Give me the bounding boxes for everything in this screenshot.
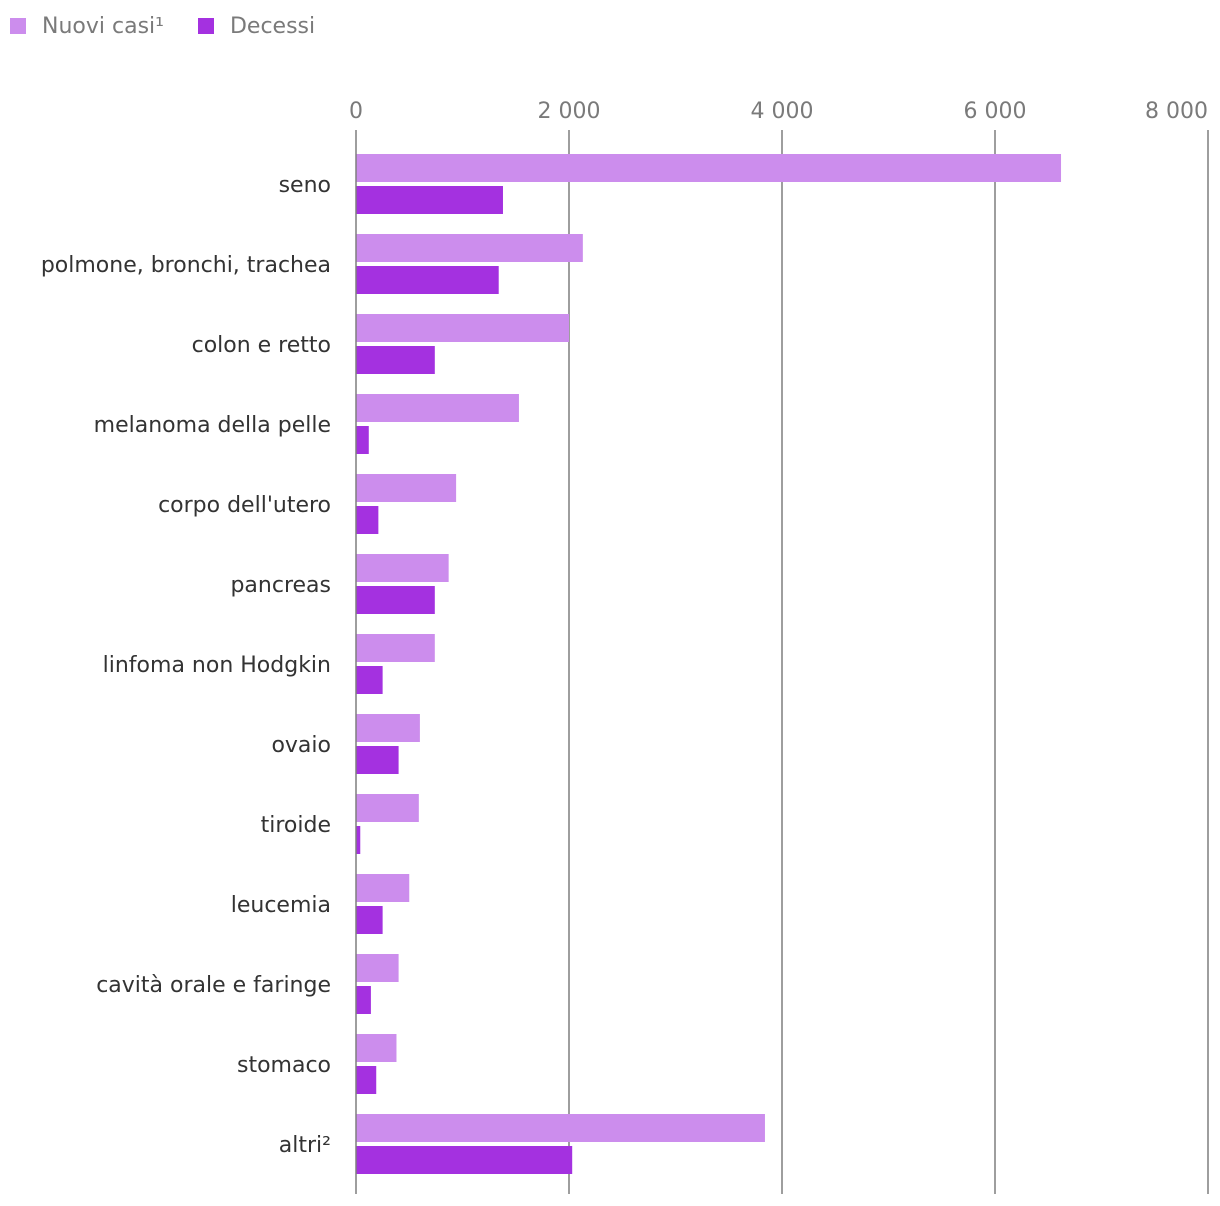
category-label-pancreas: pancreas [230,573,331,598]
legend-swatch-decessi [197,18,214,34]
legend-label-nuovi-casi: Nuovi casi¹ [42,13,164,39]
legend: Nuovi casi¹ Decessi [10,10,349,42]
bar-nuovi-casi-polmone-bronchi-trachea[interactable] [356,234,583,262]
category-label-stomaco: stomaco [237,1053,331,1078]
bar-nuovi-casi-colon-e-retto[interactable] [356,314,569,342]
bar-decessi-polmone-bronchi-trachea[interactable] [356,266,499,294]
legend-item-nuovi-casi[interactable]: Nuovi casi¹ [10,14,164,39]
category-label-colon-e-retto: colon e retto [192,333,331,358]
bar-decessi-tiroide[interactable] [356,826,361,854]
bar-decessi-altri[interactable] [356,1146,573,1174]
category-label-cavita-orale-e-faringe: cavità orale e faringe [96,973,331,998]
bar-decessi-ovaio[interactable] [356,746,399,774]
category-labels: seno polmone, bronchi, trachea colon e ret… [41,173,331,1158]
category-label-ovaio: ovaio [271,733,331,758]
bar-decessi-corpo-dell-utero[interactable] [356,506,379,534]
tick-label-0: 0 [349,99,363,124]
bar-nuovi-casi-linfoma-non-hodgkin[interactable] [356,634,435,662]
tick-label-2000: 2 000 [538,99,601,124]
legend-item-decessi[interactable]: Decessi [197,13,316,39]
bar-decessi-melanoma-della-pelle[interactable] [356,426,369,454]
category-label-seno: seno [279,173,331,198]
bar-decessi-cavita-orale-e-faringe[interactable] [356,986,371,1014]
category-label-polmone-bronchi-trachea: polmone, bronchi, trachea [41,253,331,278]
category-label-leucemia: leucemia [231,893,331,918]
bars [356,154,1062,1174]
bar-nuovi-casi-seno[interactable] [356,154,1062,182]
bar-nuovi-casi-corpo-dell-utero[interactable] [356,474,457,502]
bar-decessi-colon-e-retto[interactable] [356,346,435,374]
bar-nuovi-casi-tiroide[interactable] [356,794,419,822]
bar-decessi-leucemia[interactable] [356,906,383,934]
category-label-linfoma-non-hodgkin: linfoma non Hodgkin [103,653,331,678]
bar-decessi-stomaco[interactable] [356,1066,377,1094]
category-label-melanoma-della-pelle: melanoma della pelle [94,413,331,438]
bar-nuovi-casi-stomaco[interactable] [356,1034,397,1062]
category-label-tiroide: tiroide [261,813,331,838]
legend-swatch-nuovi-casi [10,18,26,34]
bar-nuovi-casi-melanoma-della-pelle[interactable] [356,394,519,422]
tick-label-6000: 6 000 [964,99,1027,124]
category-label-altri: altri² [279,1133,331,1158]
gridlines [568,130,1209,1194]
bar-nuovi-casi-ovaio[interactable] [356,714,420,742]
tick-label-8000: 8 000 [1145,99,1208,124]
category-label-corpo-dell-utero: corpo dell'utero [158,493,331,518]
x-axis-tick-labels: 0 2 000 4 000 6 000 8 000 [349,99,1208,124]
bar-nuovi-casi-altri[interactable] [356,1114,765,1142]
bar-nuovi-casi-cavita-orale-e-faringe[interactable] [356,954,399,982]
legend-label-decessi: Decessi [229,13,316,39]
bar-decessi-seno[interactable] [356,186,503,214]
tick-label-4000: 4 000 [751,99,814,124]
bar-decessi-pancreas[interactable] [356,586,435,614]
bar-nuovi-casi-pancreas[interactable] [356,554,449,582]
bar-decessi-linfoma-non-hodgkin[interactable] [356,666,383,694]
bar-nuovi-casi-leucemia[interactable] [356,874,410,902]
